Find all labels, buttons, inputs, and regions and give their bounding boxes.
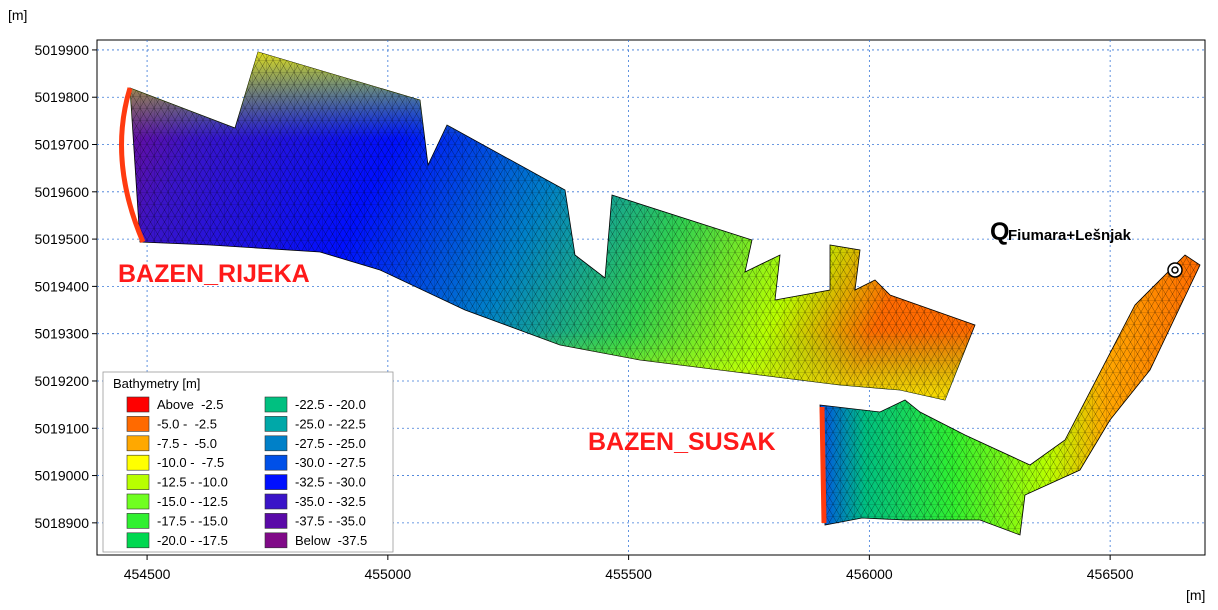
legend-swatch bbox=[126, 532, 150, 549]
mesh-rijeka bbox=[119, 51, 976, 401]
legend: Bathymetry [m] Above -2.5 -5.0 - -2.5 -7.5… bbox=[102, 371, 394, 553]
legend-swatch bbox=[126, 493, 150, 510]
y-tick-label: 5019100 bbox=[34, 420, 89, 436]
legend-swatch bbox=[264, 532, 288, 549]
x-tick-label: 454500 bbox=[124, 566, 171, 582]
legend-swatch bbox=[264, 435, 288, 452]
legend-swatch bbox=[126, 396, 150, 413]
legend-label: -25.0 - -22.5 bbox=[295, 416, 366, 431]
x-tick-label: 456500 bbox=[1087, 566, 1134, 582]
x-tick-label: 455500 bbox=[605, 566, 652, 582]
legend-label: Above -2.5 bbox=[157, 397, 224, 412]
x-tick-label: 456000 bbox=[846, 566, 893, 582]
y-tick-label: 5019300 bbox=[34, 326, 89, 342]
x-tick-label: 455000 bbox=[364, 566, 411, 582]
y-tick-label: 5018900 bbox=[34, 515, 89, 531]
legend-swatch bbox=[126, 474, 150, 490]
legend-title: Bathymetry [m] bbox=[113, 376, 200, 391]
label-susak: BAZEN_SUSAK bbox=[588, 428, 776, 456]
legend-label: Below -37.5 bbox=[295, 533, 367, 548]
legend-swatch bbox=[126, 435, 150, 452]
label-q-sub: Fiumara+Lešnjak bbox=[1008, 227, 1132, 244]
legend-label: -27.5 - -25.0 bbox=[295, 436, 366, 451]
legend-swatch bbox=[264, 416, 288, 432]
legend-label: -5.0 - -2.5 bbox=[157, 416, 217, 431]
mesh-susak bbox=[819, 254, 1201, 536]
y-tick-label: 5019400 bbox=[34, 278, 89, 294]
y-tick-label: 5019800 bbox=[34, 89, 89, 105]
y-unit: [m] bbox=[8, 7, 27, 23]
y-tick-label: 5019900 bbox=[34, 42, 89, 58]
legend-label: -22.5 - -20.0 bbox=[295, 397, 366, 412]
legend-label: -17.5 - -15.0 bbox=[157, 513, 228, 528]
legend-swatch bbox=[126, 513, 150, 529]
legend-label: -35.0 - -32.5 bbox=[295, 494, 366, 509]
legend-label: -15.0 - -12.5 bbox=[157, 494, 228, 509]
legend-label: -30.0 - -27.5 bbox=[295, 455, 366, 470]
legend-label: -20.0 - -17.5 bbox=[157, 533, 228, 548]
legend-swatch bbox=[126, 454, 150, 471]
legend-swatch bbox=[264, 474, 288, 490]
legend-box bbox=[102, 371, 394, 553]
legend-swatch bbox=[264, 454, 288, 471]
legend-label: -12.5 - -10.0 bbox=[157, 475, 228, 490]
y-tick-label: 5019200 bbox=[34, 373, 89, 389]
x-unit: [m] bbox=[1186, 587, 1205, 603]
y-tick-label: 5019600 bbox=[34, 184, 89, 200]
legend-label: -32.5 - -30.0 bbox=[295, 475, 366, 490]
legend-swatch bbox=[264, 396, 288, 413]
legend-label: -7.5 - -5.0 bbox=[157, 436, 217, 451]
y-tick-label: 5019500 bbox=[34, 231, 89, 247]
legend-label: -10.0 - -7.5 bbox=[157, 455, 224, 470]
legend-swatch bbox=[126, 416, 150, 432]
legend-label: -37.5 - -35.0 bbox=[295, 513, 366, 528]
legend-swatch bbox=[264, 493, 288, 510]
label-q: Q bbox=[990, 218, 1009, 246]
label-rijeka: BAZEN_RIJEKA bbox=[118, 260, 310, 288]
legend-swatch bbox=[264, 513, 288, 529]
y-tick-label: 5019000 bbox=[34, 468, 89, 484]
y-tick-label: 5019700 bbox=[34, 137, 89, 153]
